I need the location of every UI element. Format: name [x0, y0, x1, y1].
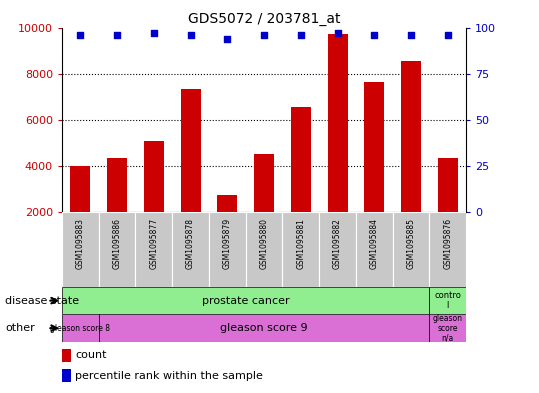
Text: gleason
score
n/a: gleason score n/a	[433, 314, 463, 342]
Bar	[172, 212, 209, 287]
Text: GSM1095876: GSM1095876	[444, 218, 452, 269]
Text: GSM1095880: GSM1095880	[260, 218, 268, 269]
Point	[296, 32, 305, 38]
Text: GSM1095877: GSM1095877	[149, 218, 158, 269]
Text: GSM1095884: GSM1095884	[370, 218, 379, 269]
Bar	[217, 195, 238, 212]
Bar	[99, 212, 135, 287]
Text: percentile rank within the sample: percentile rank within the sample	[75, 371, 263, 381]
Bar	[438, 158, 458, 212]
Text: GSM1095885: GSM1095885	[406, 218, 416, 269]
Point	[149, 30, 158, 36]
Bar	[430, 287, 466, 314]
Text: disease state: disease state	[5, 296, 80, 306]
Bar	[62, 369, 71, 382]
Bar	[328, 35, 348, 212]
Text: GSM1095878: GSM1095878	[186, 218, 195, 269]
Bar	[364, 82, 384, 212]
Point	[260, 32, 268, 38]
Point	[333, 30, 342, 36]
Bar	[401, 61, 421, 212]
Text: GSM1095883: GSM1095883	[76, 218, 85, 269]
Text: GSM1095879: GSM1095879	[223, 218, 232, 269]
Text: gleason score 9: gleason score 9	[220, 323, 308, 333]
Bar	[356, 212, 393, 287]
Point	[186, 32, 195, 38]
Bar	[430, 314, 466, 342]
Bar	[393, 212, 430, 287]
Text: GSM1095881: GSM1095881	[296, 218, 306, 269]
Bar	[319, 212, 356, 287]
Bar	[282, 212, 319, 287]
Point	[370, 32, 379, 38]
Text: gleason score 8: gleason score 8	[50, 324, 110, 332]
Text: prostate cancer: prostate cancer	[202, 296, 289, 306]
Bar	[62, 212, 99, 287]
Text: GSM1095882: GSM1095882	[333, 218, 342, 269]
Bar	[181, 89, 201, 212]
Title: GDS5072 / 203781_at: GDS5072 / 203781_at	[188, 13, 340, 26]
Point	[223, 35, 232, 42]
Text: count: count	[75, 350, 107, 360]
Text: GSM1095886: GSM1095886	[113, 218, 122, 269]
Point	[113, 32, 121, 38]
Bar	[430, 212, 466, 287]
Bar	[62, 349, 71, 362]
Point	[76, 32, 85, 38]
Bar	[209, 212, 246, 287]
Bar	[291, 107, 311, 212]
Text: contro
l: contro l	[434, 291, 461, 310]
Point	[407, 32, 416, 38]
Bar	[62, 314, 99, 342]
Point	[444, 32, 452, 38]
Bar	[246, 212, 282, 287]
Bar	[107, 158, 127, 212]
Bar	[70, 166, 91, 212]
Bar	[144, 141, 164, 212]
Text: other: other	[5, 323, 35, 333]
Bar	[254, 154, 274, 212]
Bar	[135, 212, 172, 287]
Bar	[99, 314, 430, 342]
